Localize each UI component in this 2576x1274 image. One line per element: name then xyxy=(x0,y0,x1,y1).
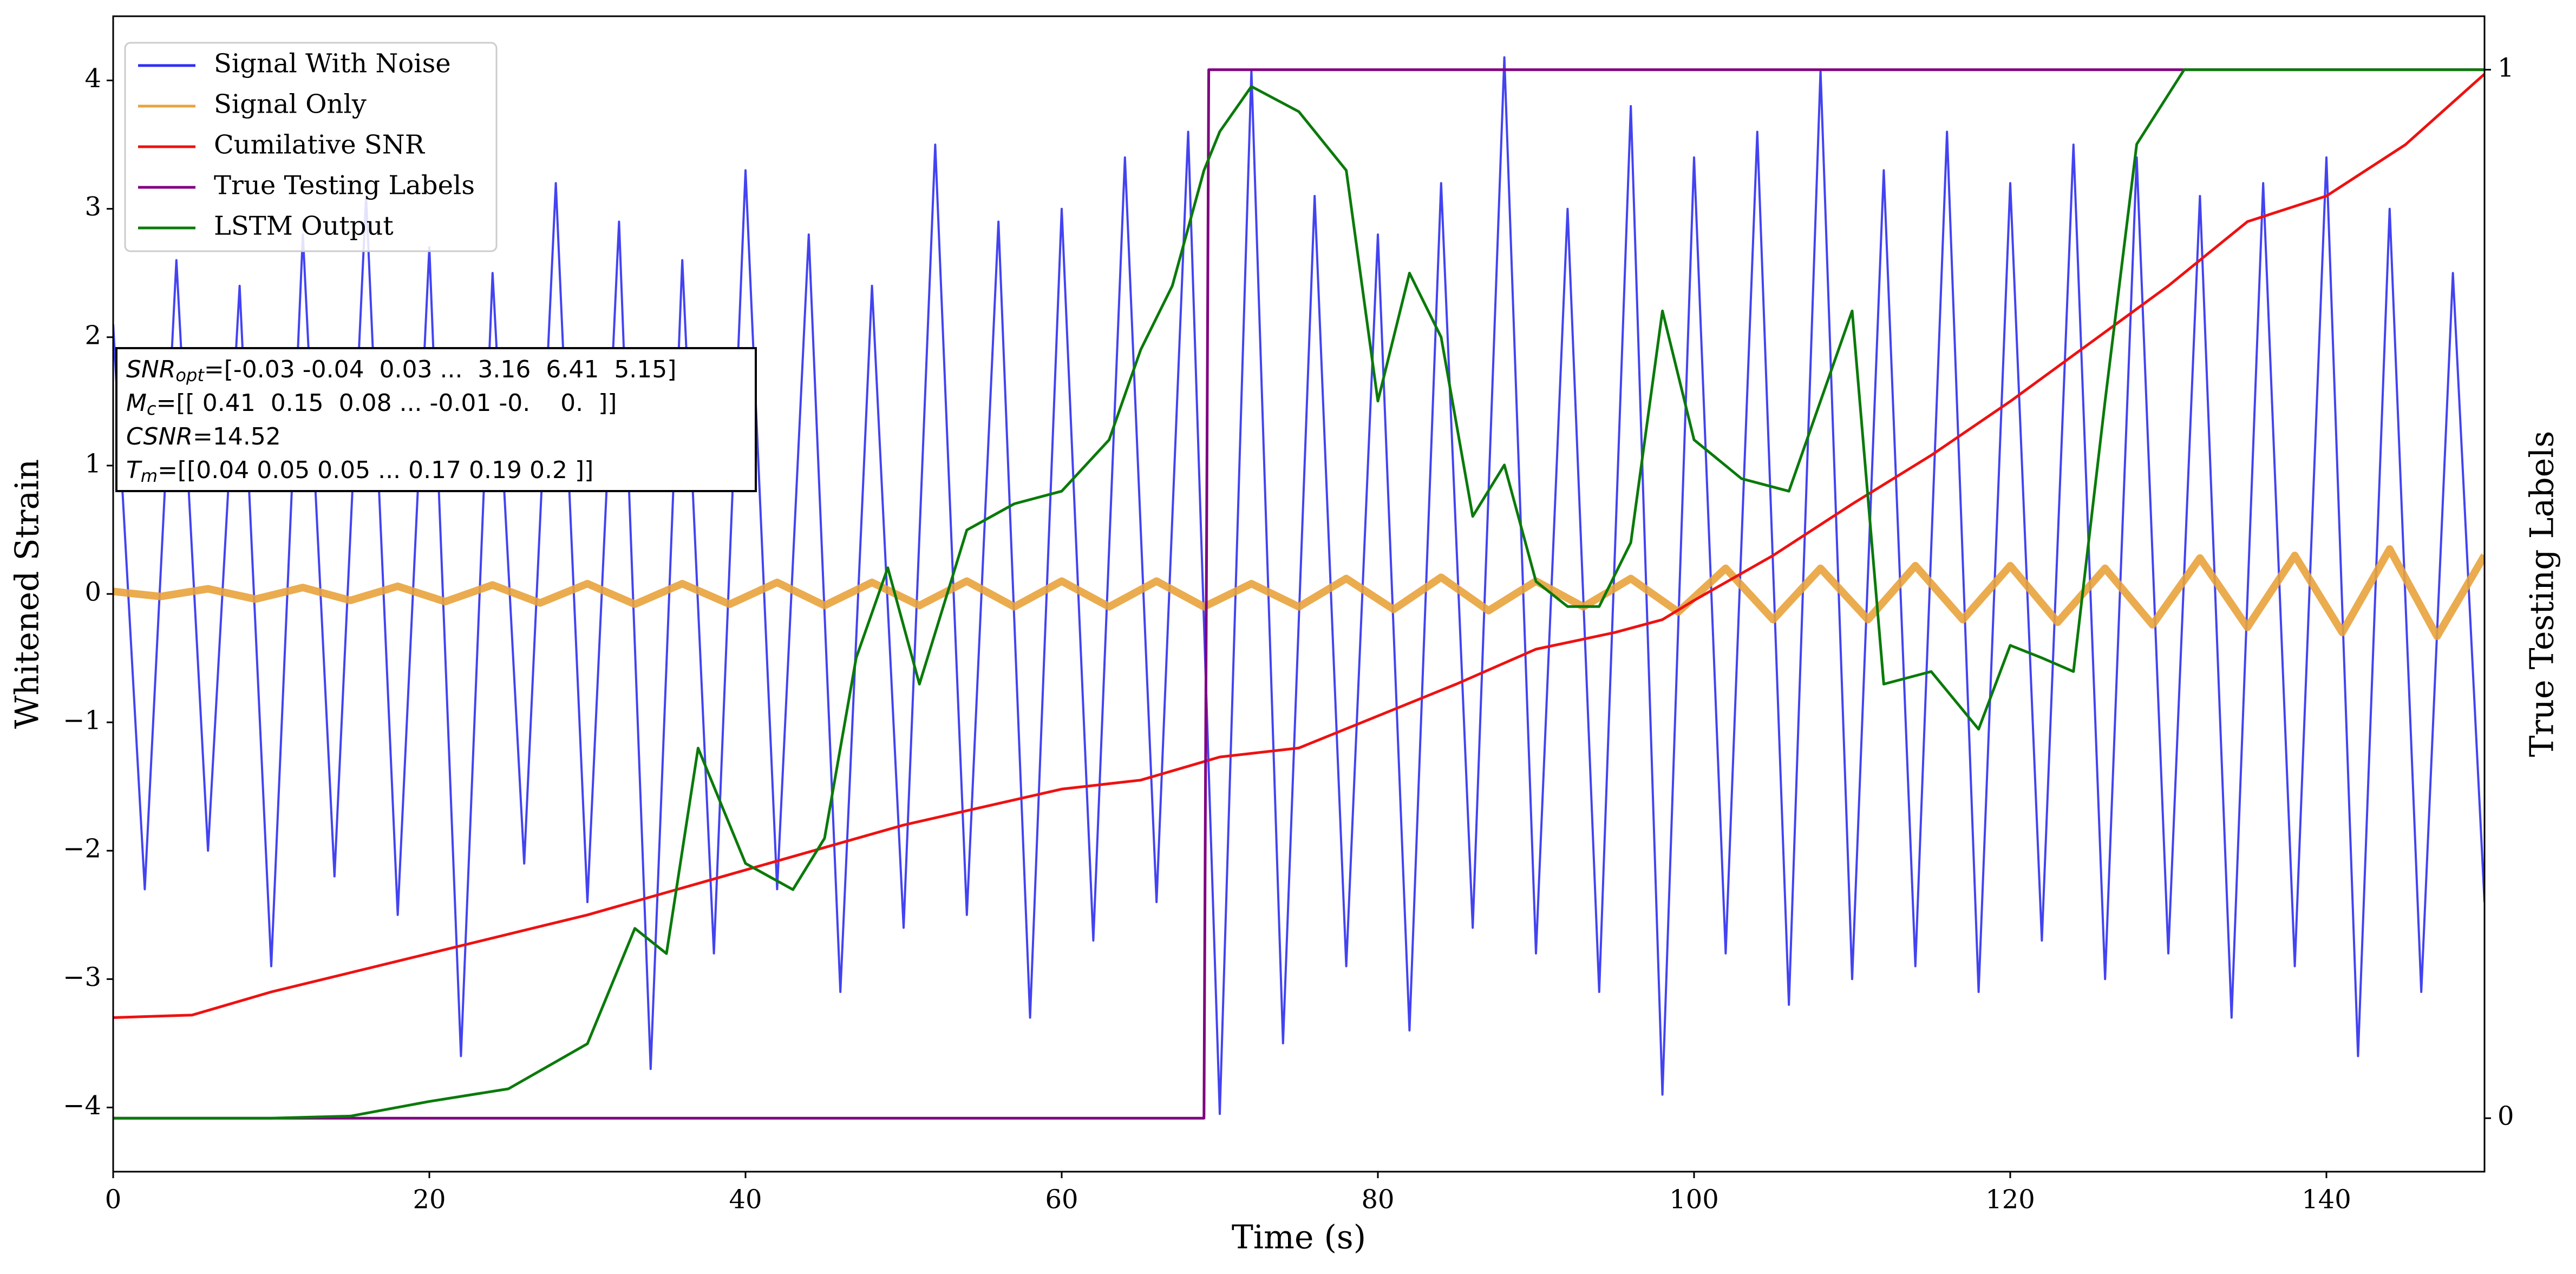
annotation-symbol: CSNR xyxy=(126,423,193,450)
annotation-text: =[-0.03 -0.04 0.03 ... 3.16 6.41 5.15] xyxy=(204,356,677,383)
annotation-symbol: SNR xyxy=(126,356,175,383)
x-axis-label: Time (s) xyxy=(1232,1219,1366,1257)
y-tick-label: 0 xyxy=(84,577,101,607)
series-line xyxy=(113,68,2485,1120)
x-tick-label: 100 xyxy=(1669,1185,1719,1215)
y-tick-label: 2 xyxy=(84,320,101,350)
x-tick-label: 40 xyxy=(729,1185,762,1215)
x-tick-label: 20 xyxy=(413,1185,446,1215)
series-line xyxy=(113,73,2485,1019)
legend-label: LSTM Output xyxy=(214,211,394,241)
annotation-line: Mc=[[ 0.41 0.15 0.08 ... -0.01 -0. 0. ]] xyxy=(126,389,617,419)
x-tick-label: 140 xyxy=(2302,1185,2351,1215)
y-tick-label: −4 xyxy=(63,1090,101,1121)
series-line xyxy=(113,68,2485,1120)
y-tick-label: −3 xyxy=(63,962,101,992)
y2-tick-label: 0 xyxy=(2497,1101,2514,1132)
annotation-subscript: c xyxy=(147,398,156,419)
annotation-line: CSNR=14.52 xyxy=(126,423,281,450)
plot-area xyxy=(113,56,2485,1120)
annotation-subscript: m xyxy=(141,466,158,486)
y2-axis-label: True Testing Labels xyxy=(2523,431,2561,757)
x-tick-label: 120 xyxy=(1985,1185,2035,1215)
legend-label: Signal With Noise xyxy=(214,49,451,79)
series-line xyxy=(113,56,2485,1115)
y-tick-label: 1 xyxy=(84,448,101,479)
legend-label: Signal Only xyxy=(214,89,367,120)
legend-label: Cumilative SNR xyxy=(214,130,426,160)
annotation-line: SNRopt=[-0.03 -0.04 0.03 ... 3.16 6.41 5… xyxy=(126,356,676,386)
y-tick-label: −1 xyxy=(63,705,101,736)
y-tick-label: 3 xyxy=(84,192,101,222)
y-tick-label: 4 xyxy=(84,63,101,94)
y2-tick-label: 1 xyxy=(2497,53,2514,83)
annotation-symbol: M xyxy=(126,389,147,417)
x-tick-label: 80 xyxy=(1361,1185,1394,1215)
annotation-symbol: T xyxy=(126,456,142,484)
annotation-line: Tm=[[0.04 0.05 0.05 ... 0.17 0.19 0.2 ]] xyxy=(126,456,593,486)
annotation-subscript: opt xyxy=(175,365,205,386)
legend-box xyxy=(124,42,498,252)
x-tick-label: 60 xyxy=(1045,1185,1078,1215)
y-axis-label: Whitened Strain xyxy=(9,459,47,729)
legend-label: True Testing Labels xyxy=(214,171,475,201)
annotation-text: =14.52 xyxy=(193,423,281,450)
annotation-text: =[[ 0.41 0.15 0.08 ... -0.01 -0. 0. ]] xyxy=(156,389,617,417)
x-tick-label: 0 xyxy=(105,1185,122,1215)
series-line xyxy=(113,545,2485,641)
y-tick-label: −2 xyxy=(63,834,101,864)
annotation-text: =[[0.04 0.05 0.05 ... 0.17 0.19 0.2 ]] xyxy=(158,456,593,484)
annotation-box xyxy=(115,347,757,492)
